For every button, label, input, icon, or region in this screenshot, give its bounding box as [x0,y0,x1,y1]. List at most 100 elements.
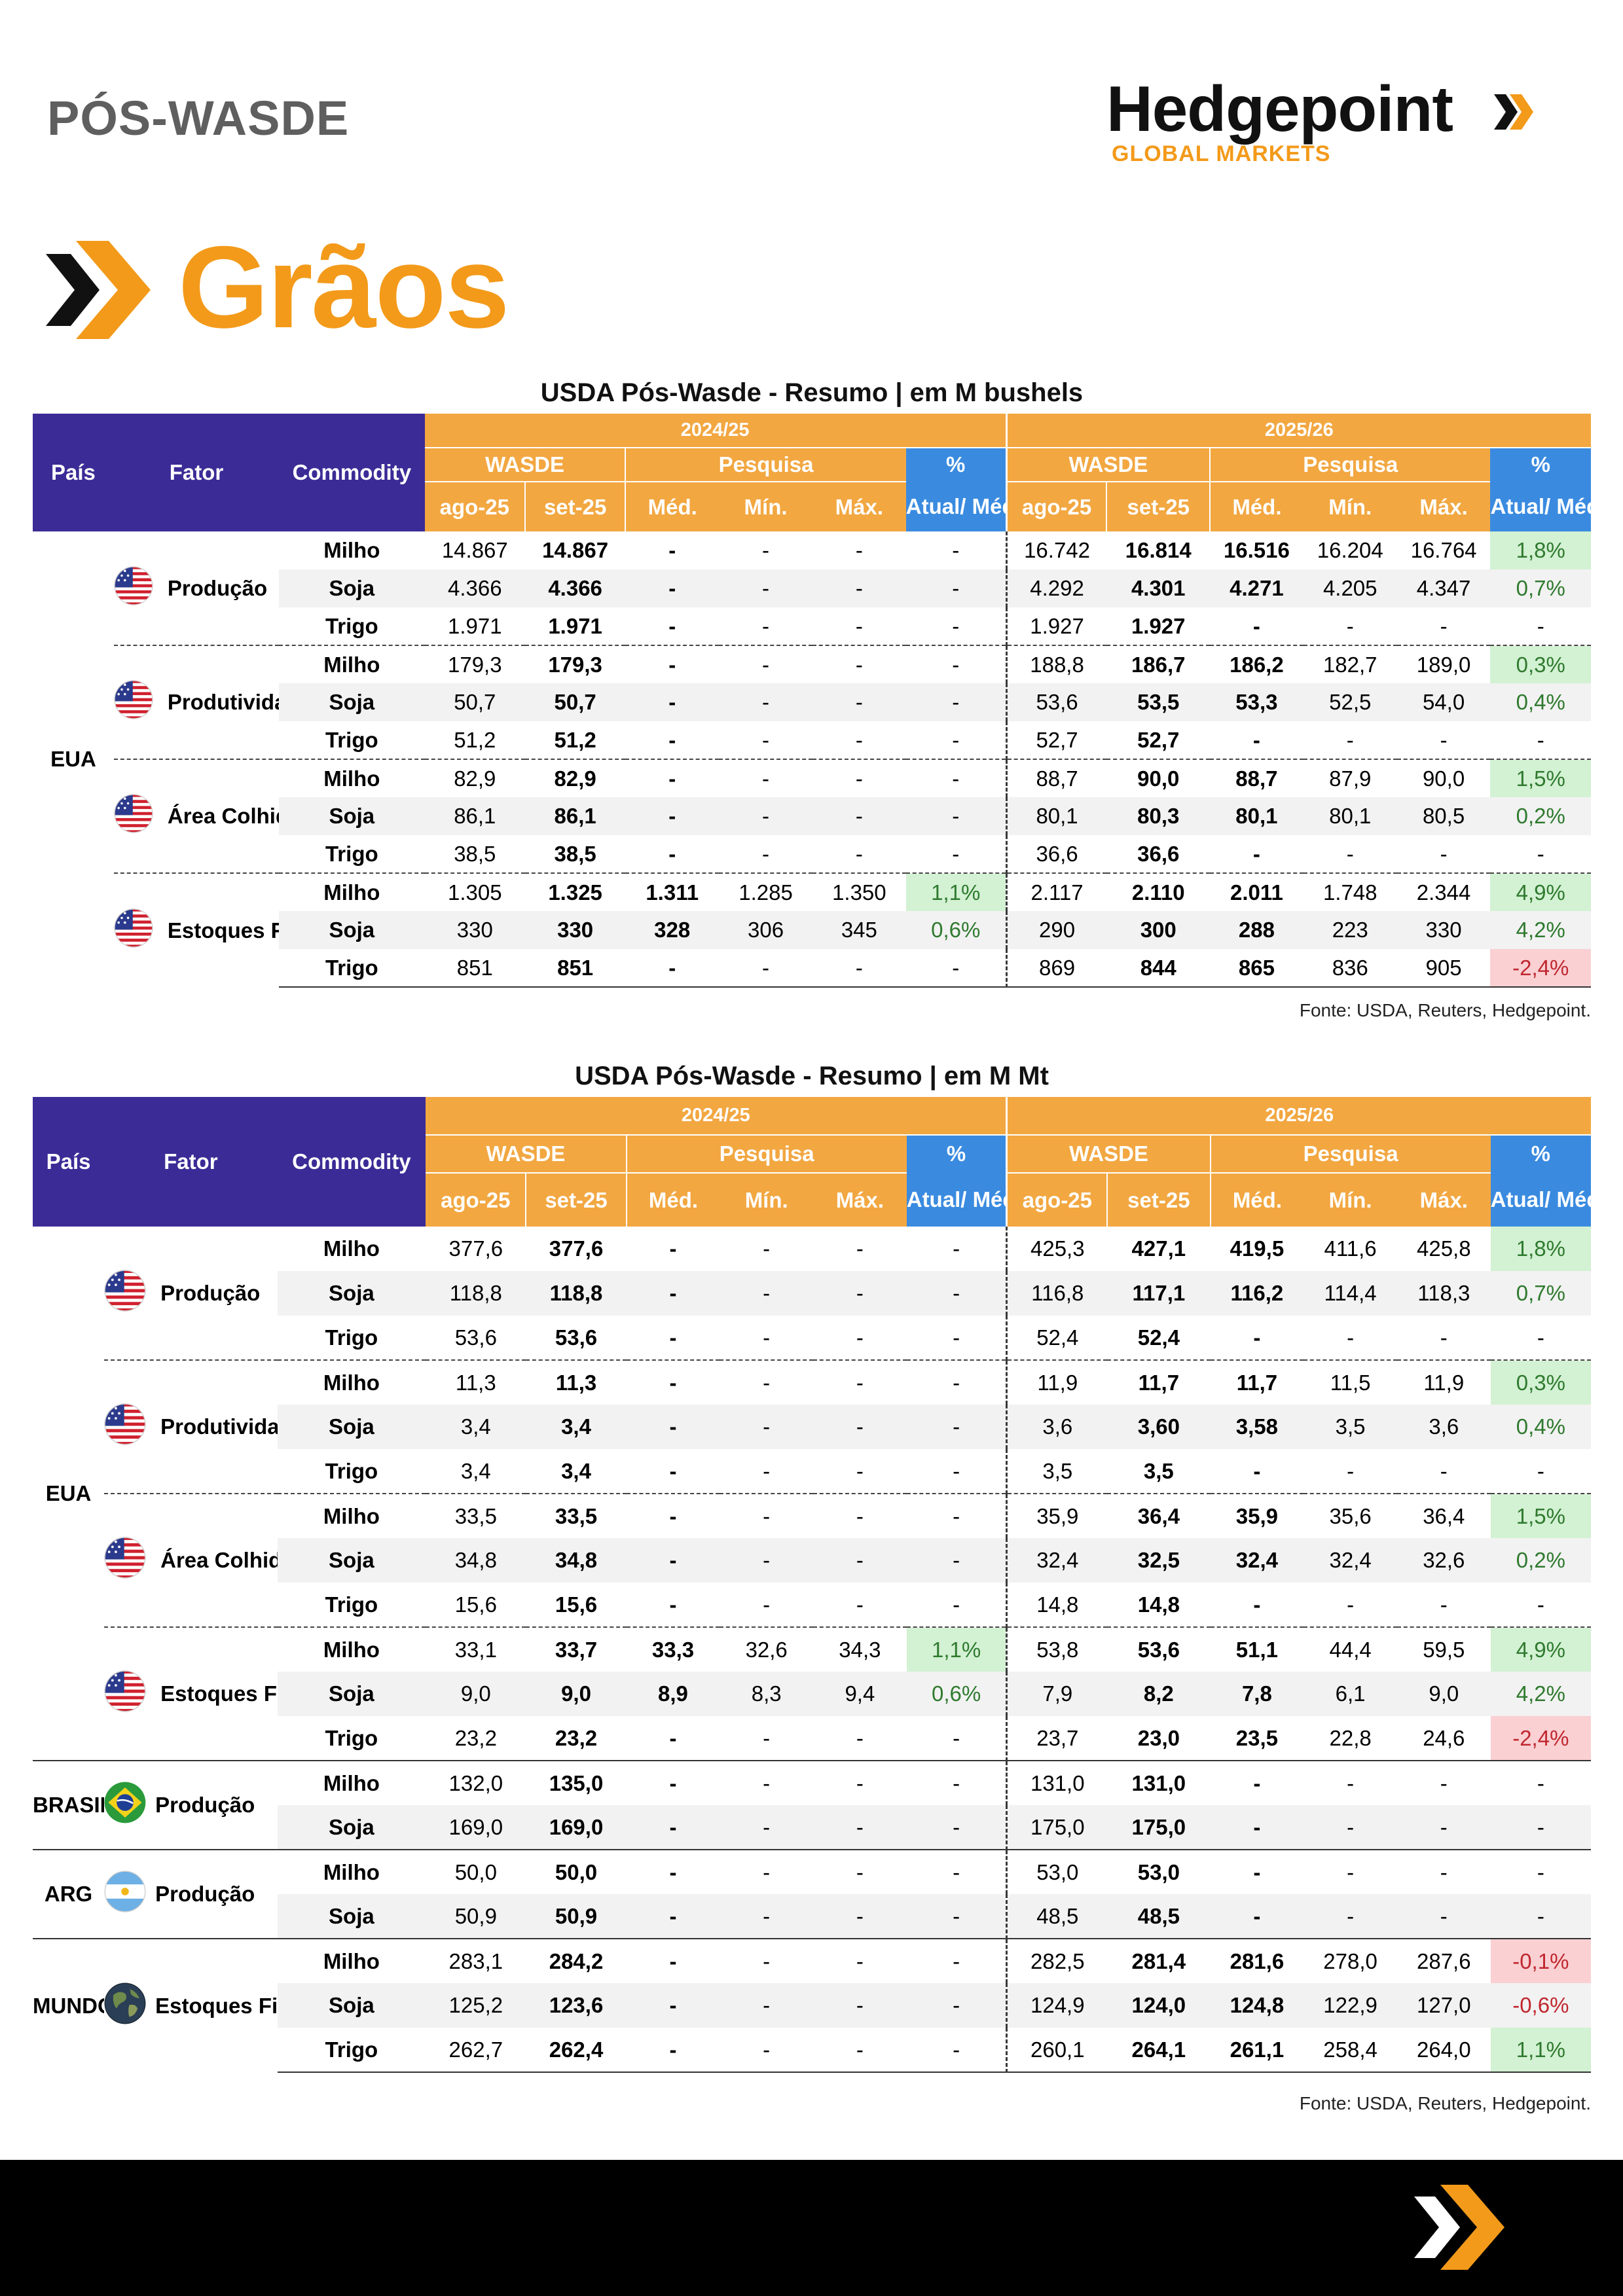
value-cell: 9,4 [813,1672,907,1716]
value-cell: - [719,759,812,797]
us-flag-icon [104,1270,146,1317]
country-cell: EUA [33,1227,104,1761]
value-cell: 175,0 [1006,1805,1108,1850]
value-cell: - [720,1359,814,1405]
value-cell: 3,6 [1006,1405,1108,1449]
value-cell: - [1440,613,1448,638]
commodity-label: Soja [277,1894,426,1939]
table-row: Soja 330 330 328 306 345 0,6% 290 300 288 223 330 4,… [33,911,1591,949]
value-cell: - [1253,1592,1261,1617]
col-header-pesquisa: Pesquisa [1210,1135,1491,1174]
value-cell: 33,3 [626,1626,720,1672]
value-cell: 169,0 [426,1805,526,1850]
pct-cell: 0,2% [1490,797,1591,835]
country-label: EUA [50,747,96,771]
col-header-pesquisa: Pesquisa [626,1135,907,1174]
value-cell: 124,9 [1006,1983,1108,2028]
commodity-label: Soja [278,683,425,721]
value-cell: - [719,569,812,607]
pct-cell: - [906,1493,1007,1538]
pct-cell: 1,1% [905,872,1007,911]
commodity-label: Milho [277,1849,426,1894]
value-cell: - [719,683,812,721]
commodity-label: Soja [278,569,425,607]
value-cell: 123,6 [526,1983,627,2028]
value-cell: - [625,683,720,721]
commodity-label: Trigo [325,1725,378,1750]
table-row: Produtividade (bu/ac)Milho179,3179,3----… [33,645,1591,759]
value-cell: 32,4 [1006,1538,1108,1583]
table-row: Trigo 851 851- - - -869 844 865 836 905 -2,4% [33,949,1591,988]
col-header-min: Mín. [1303,482,1397,531]
value-cell: 288 [1210,911,1304,949]
value-cell: 3,5 [1006,1449,1108,1494]
value-cell: - [668,613,676,638]
value-cell: 1.748 [1303,872,1397,911]
value-cell: 50,7 [524,683,626,721]
country-cell: EUA [33,531,114,987]
value-cell: 50,0 [426,1849,526,1894]
value-cell: 23,2 [454,1725,497,1750]
value-cell: 411,6 [1324,1236,1377,1261]
pct-cell: - [953,1325,960,1350]
value-cell: 33,5 [426,1493,526,1538]
value-cell: 48,5 [1006,1894,1108,1939]
country-cell: MUNDO [33,1938,105,2072]
value-cell: 32,4 [1210,1538,1304,1583]
value-cell: - [812,949,906,988]
value-cell: 51,1 [1210,1626,1304,1672]
table-row: Área Colhida (M acres)Milho82,982,9----8… [33,759,1591,873]
value-cell: - [763,1592,771,1617]
value-cell: - [855,841,863,866]
value-cell: 4.271 [1210,569,1304,607]
table-row: Soja 9,0 9,0 8,9 8,3 9,4 0,6% 7,9 8,2 7,8 6,1 9,0 4,… [33,1672,1591,1716]
value-cell: 52,4 [1006,1316,1108,1360]
us-flag-icon [114,908,153,953]
value-cell: - [669,1725,677,1750]
table-row: Produtividade (ton/ha)Milho11,311,3----1… [33,1359,1591,1494]
col-header-max: Máx. [813,1173,907,1227]
col-header-commodity: Commodity [278,414,425,531]
col-header-commodity: Commodity [277,1097,426,1227]
commodity-label: Soja [277,1672,426,1716]
commodity-label: Soja [278,911,425,949]
value-cell: - [812,569,906,607]
table-row: Trigo 1.971 1.971 - - - - 1.927 1.927 - - - - [33,607,1591,645]
value-cell: 186,2 [1210,645,1304,683]
value-cell: 36,4 [1396,1493,1491,1538]
value-cell: 16.814 [1125,538,1192,562]
pct-cell: 1,8% [1490,1227,1591,1271]
pct-cell: - [906,1405,1007,1449]
pct-cell: - [1490,1894,1591,1939]
pct-cell: - [905,683,1007,721]
col-header-wasde: WASDE [1006,1135,1211,1174]
value-cell: - [625,645,720,683]
value-cell: - [1210,1760,1304,1805]
col-header-year-2024-25: 2024/25 [426,1097,1007,1136]
value-cell: 23,5 [1235,1725,1279,1750]
value-cell: - [626,1894,720,1939]
value-cell: 80,1 [1303,797,1397,835]
col-header-med: Méd. [1210,1173,1304,1227]
value-cell: 54,0 [1396,683,1491,721]
value-cell: 3,60 [1107,1405,1211,1449]
value-cell: - [720,1983,814,2028]
value-cell: - [762,613,770,638]
value-cell: - [720,2028,814,2073]
fator-label: Estoques Finais [167,918,279,942]
value-cell: - [668,841,676,866]
value-cell: 53,0 [1107,1849,1211,1894]
value-cell: - [812,759,906,797]
value-cell: 53,3 [1210,683,1304,721]
value-cell: - [762,727,770,752]
table-row: Trigo 3,4 3,4 - - - - 3,5 3,5 - - - - [33,1449,1591,1494]
fator-cell: Estoques Finais [113,872,279,987]
col-header-pesquisa: Pesquisa [625,448,906,482]
commodity-label: Milho [323,1236,380,1261]
pct-cell: - [1537,613,1544,638]
value-cell: - [1304,1849,1397,1894]
value-cell: 32,5 [1107,1538,1211,1583]
col-header-pct: % [906,1135,1007,1173]
value-cell: - [720,1938,814,1983]
footer-chevron-icon [1414,2185,1504,2270]
